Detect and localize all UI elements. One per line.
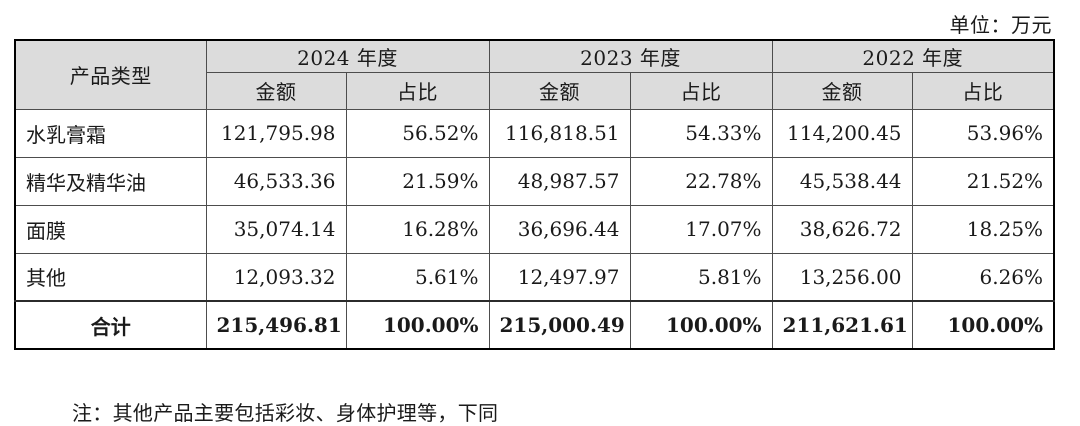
cell-amount-2024: 12,093.32: [205, 252, 347, 302]
row-label: 精华及精华油: [14, 156, 207, 206]
table-row: 水乳膏霜 121,795.98 56.52% 116,818.51 54.33%…: [14, 108, 1055, 158]
cell-total-amount-2022: 211,621.61: [771, 300, 913, 350]
cell-percent-2023: 5.81%: [629, 252, 773, 302]
column-header-percent-2024: 占比: [345, 71, 490, 110]
cell-percent-2022: 21.52%: [911, 156, 1055, 206]
cell-percent-2022: 6.26%: [911, 252, 1055, 302]
cell-amount-2022: 114,200.45: [771, 108, 913, 158]
column-header-percent-2023: 占比: [629, 71, 773, 110]
table-row: 其他 12,093.32 5.61% 12,497.97 5.81% 13,25…: [14, 252, 1055, 302]
column-group-header-2024: 2024 年度: [205, 39, 490, 73]
cell-amount-2023: 36,696.44: [488, 204, 631, 254]
column-header-amount-2024: 金额: [205, 71, 347, 110]
column-header-amount-2023: 金额: [488, 71, 631, 110]
table-row-total: 合计 215,496.81 100.00% 215,000.49 100.00%…: [14, 300, 1055, 350]
table-footnote: 注：其他产品主要包括彩妆、身体护理等，下同: [72, 401, 499, 425]
cell-amount-2022: 13,256.00: [771, 252, 913, 302]
table-header: 产品类型 2024 年度 2023 年度 2022 年度 金额 占比 金额 占比…: [14, 39, 1055, 110]
cell-amount-2022: 38,626.72: [771, 204, 913, 254]
column-group-header-2022: 2022 年度: [771, 39, 1055, 73]
row-label: 面膜: [14, 204, 207, 254]
table-row: 精华及精华油 46,533.36 21.59% 48,987.57 22.78%…: [14, 156, 1055, 206]
column-header-product-type: 产品类型: [14, 39, 207, 110]
row-label: 其他: [14, 252, 207, 302]
cell-percent-2024: 5.61%: [345, 252, 490, 302]
unit-note: 单位：万元: [949, 13, 1052, 37]
cell-total-percent-2023: 100.00%: [629, 300, 773, 350]
cell-amount-2023: 12,497.97: [488, 252, 631, 302]
cell-percent-2024: 21.59%: [345, 156, 490, 206]
table-body: 水乳膏霜 121,795.98 56.52% 116,818.51 54.33%…: [14, 108, 1055, 350]
column-header-amount-2022: 金额: [771, 71, 913, 110]
cell-percent-2024: 56.52%: [345, 108, 490, 158]
cell-percent-2024: 16.28%: [345, 204, 490, 254]
row-label-total: 合计: [14, 300, 207, 350]
column-group-header-2023: 2023 年度: [488, 39, 773, 73]
cell-total-amount-2023: 215,000.49: [488, 300, 631, 350]
revenue-composition-table: 产品类型 2024 年度 2023 年度 2022 年度 金额 占比 金额 占比…: [14, 39, 1056, 350]
cell-percent-2023: 17.07%: [629, 204, 773, 254]
cell-amount-2024: 121,795.98: [205, 108, 347, 158]
cell-total-amount-2024: 215,496.81: [205, 300, 347, 350]
cell-percent-2023: 22.78%: [629, 156, 773, 206]
cell-total-percent-2024: 100.00%: [345, 300, 490, 350]
cell-amount-2024: 35,074.14: [205, 204, 347, 254]
column-header-percent-2022: 占比: [911, 71, 1055, 110]
cell-amount-2022: 45,538.44: [771, 156, 913, 206]
cell-total-percent-2022: 100.00%: [911, 300, 1055, 350]
cell-percent-2022: 18.25%: [911, 204, 1055, 254]
cell-amount-2023: 116,818.51: [488, 108, 631, 158]
cell-amount-2023: 48,987.57: [488, 156, 631, 206]
table-header-row-years: 产品类型 2024 年度 2023 年度 2022 年度: [14, 39, 1055, 110]
cell-percent-2023: 54.33%: [629, 108, 773, 158]
row-label: 水乳膏霜: [14, 108, 207, 158]
cell-amount-2024: 46,533.36: [205, 156, 347, 206]
table-row: 面膜 35,074.14 16.28% 36,696.44 17.07% 38,…: [14, 204, 1055, 254]
cell-percent-2022: 53.96%: [911, 108, 1055, 158]
revenue-composition-table-container: 产品类型 2024 年度 2023 年度 2022 年度 金额 占比 金额 占比…: [14, 39, 1056, 350]
table-header-row-metrics: 金额 占比 金额 占比 金额 占比: [15, 71, 1055, 110]
